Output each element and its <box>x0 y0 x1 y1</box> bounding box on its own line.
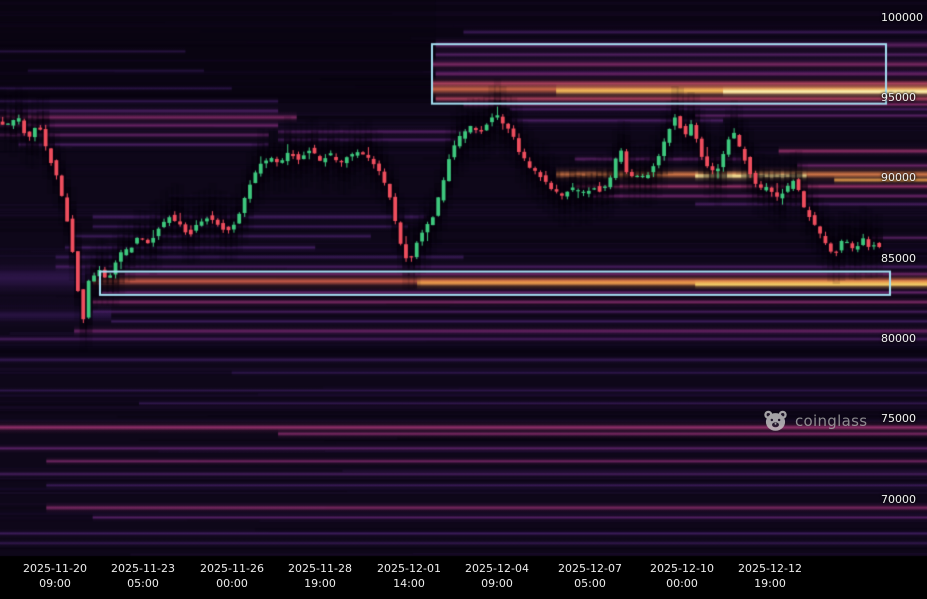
time-tick-2025-12-12: 2025-12-12 19:00 <box>738 562 802 590</box>
time-tick-2025-12-04: 2025-12-04 09:00 <box>465 562 529 590</box>
coinglass-watermark: coinglass <box>763 409 867 432</box>
coinglass-watermark-text: coinglass <box>795 411 868 430</box>
time-tick-2025-12-01: 2025-12-01 14:00 <box>377 562 441 590</box>
price-tick-100000: 100000 <box>881 10 923 24</box>
price-tick-95000: 95000 <box>881 91 916 105</box>
time-tick-2025-11-28: 2025-11-28 19:00 <box>288 562 352 590</box>
price-tick-75000: 75000 <box>881 412 916 426</box>
price-tick-80000: 80000 <box>881 332 916 346</box>
time-tick-2025-11-20: 2025-11-20 09:00 <box>23 562 87 590</box>
price-tick-70000: 70000 <box>881 492 916 506</box>
time-tick-2025-12-10: 2025-12-10 00:00 <box>650 562 714 590</box>
time-tick-2025-12-07: 2025-12-07 05:00 <box>558 562 622 590</box>
price-tick-85000: 85000 <box>881 251 916 265</box>
coinglass-bear-icon <box>764 410 787 431</box>
time-tick-2025-11-23: 2025-11-23 05:00 <box>111 562 175 590</box>
time-tick-2025-11-26: 2025-11-26 00:00 <box>200 562 264 590</box>
price-tick-90000: 90000 <box>881 171 916 185</box>
